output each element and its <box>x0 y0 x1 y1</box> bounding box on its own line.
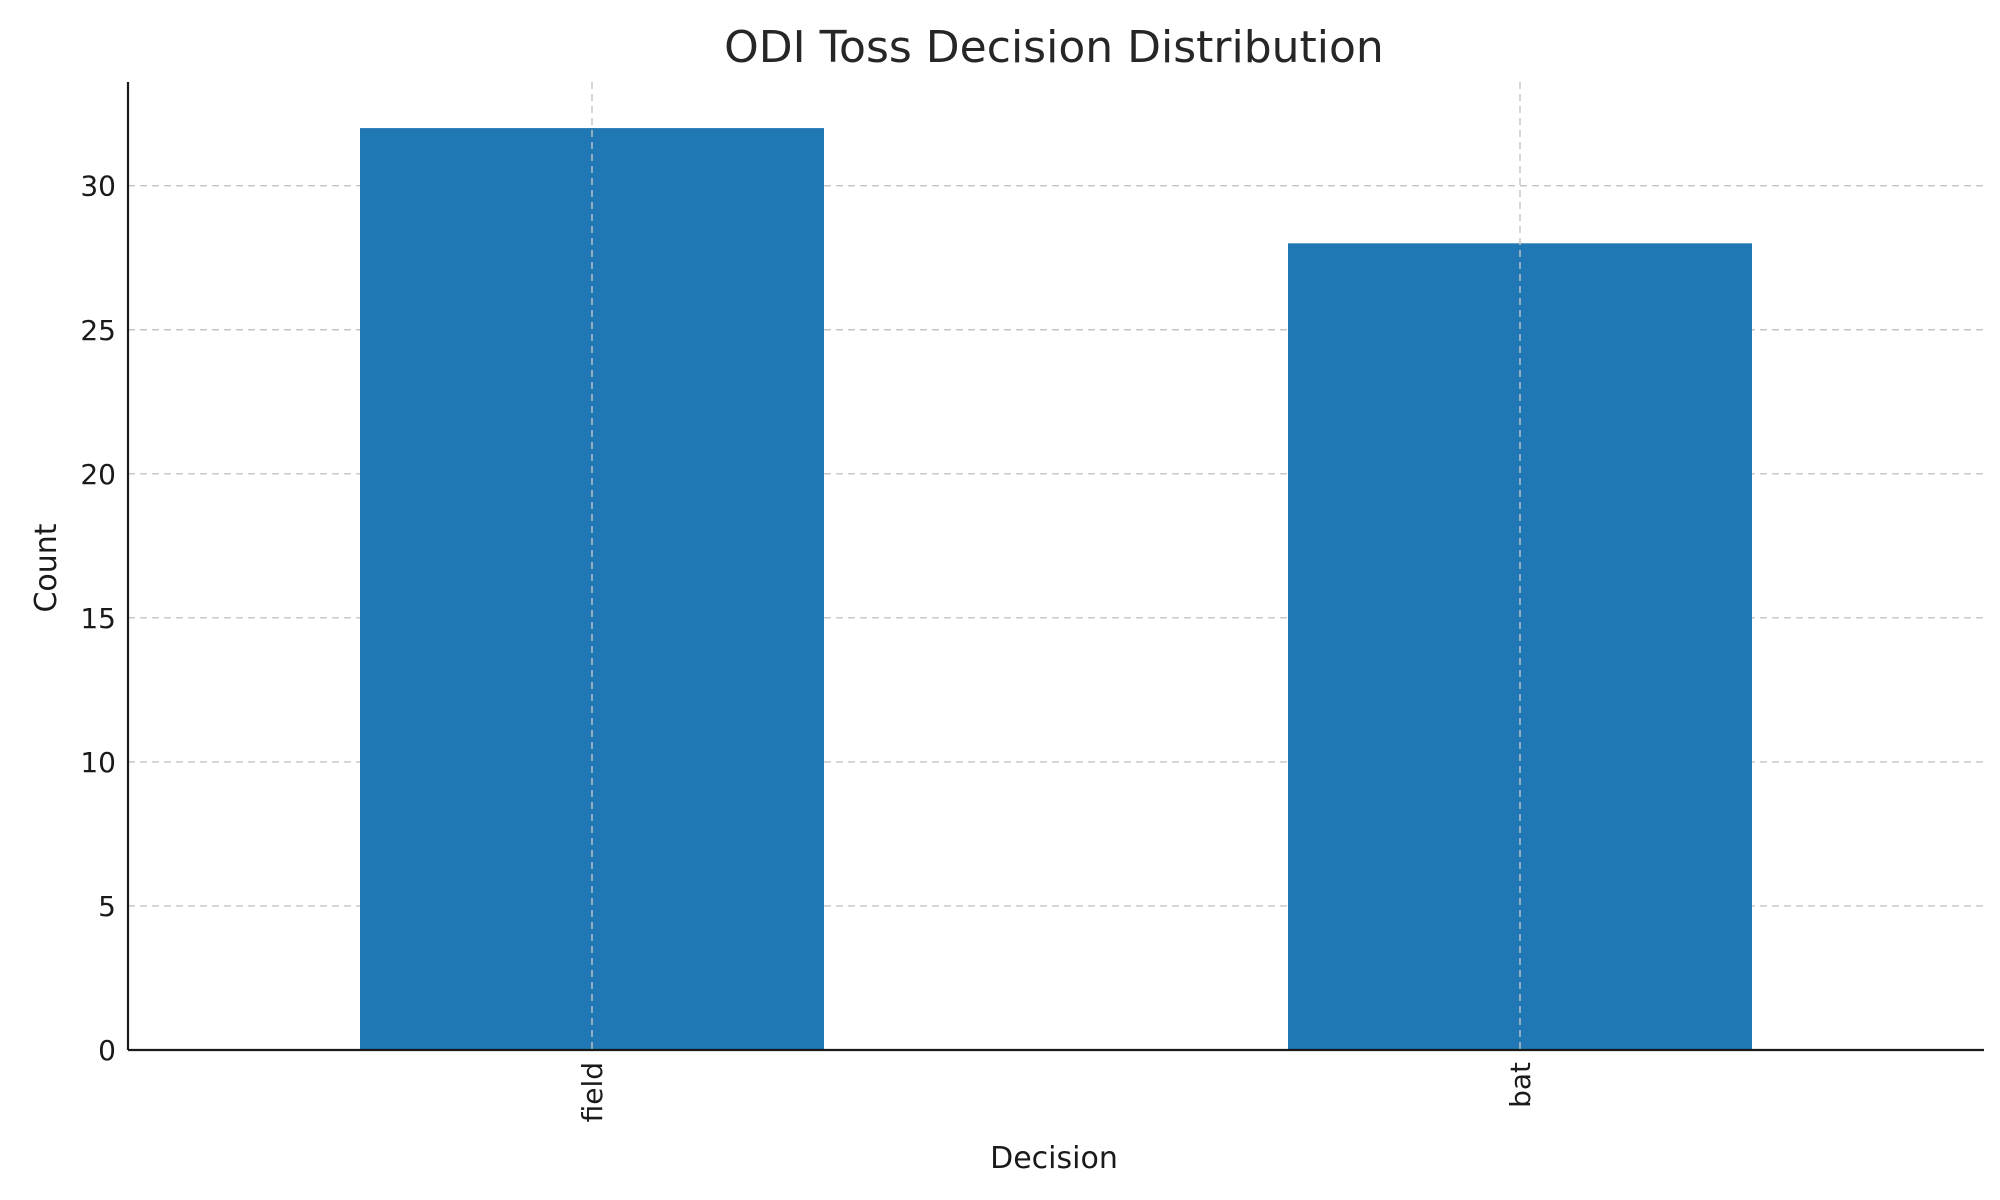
x-axis-ticks: field bat <box>576 1062 1537 1122</box>
y-tick-label-0: 0 <box>98 1034 116 1067</box>
y-tick-label-30: 30 <box>80 170 116 203</box>
y-tick-label-5: 5 <box>98 890 116 923</box>
chart-title: ODI Toss Decision Distribution <box>724 22 1384 73</box>
y-tick-label-10: 10 <box>80 746 116 779</box>
x-tick-label-bat: bat <box>1504 1062 1537 1108</box>
vertical-grid <box>591 82 1521 1050</box>
y-tick-label-20: 20 <box>80 458 116 491</box>
y-axis-title: Count <box>29 523 64 612</box>
x-tick-label-field: field <box>576 1062 609 1122</box>
x-axis-title: Decision <box>990 1141 1118 1176</box>
y-tick-label-15: 15 <box>80 602 116 635</box>
bars <box>360 128 1752 1051</box>
y-axis-ticks: 0 5 10 15 20 25 30 <box>80 170 116 1067</box>
grid <box>128 185 1984 907</box>
y-tick-label-25: 25 <box>80 314 116 347</box>
